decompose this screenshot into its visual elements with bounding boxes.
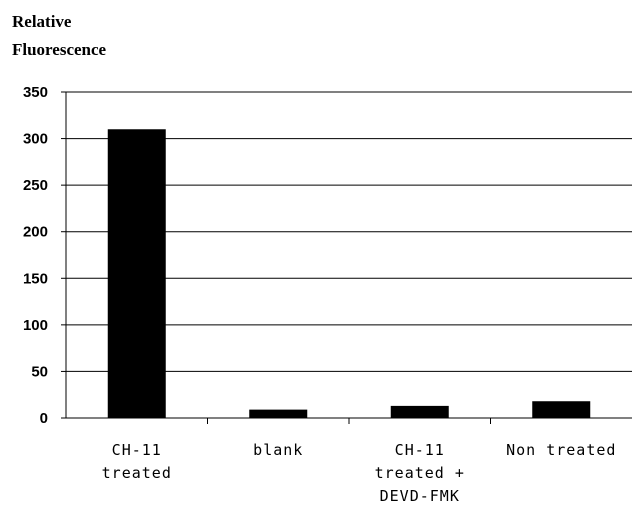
bar-1: [249, 409, 308, 418]
x-category-label-2-1: treated +: [375, 464, 465, 482]
x-category-label-3-0: Non treated: [506, 441, 616, 459]
x-category-label-2-2: DEVD-FMK: [380, 487, 460, 505]
y-tick-label-4: 200: [23, 224, 48, 241]
y-tick-label-0: 0: [40, 410, 48, 427]
y-axis-label-line-1: Relative: [12, 12, 72, 31]
y-axis-label: Relative Fluorescence: [12, 8, 106, 64]
x-category-label-1-0: blank: [253, 441, 303, 459]
y-tick-label-1: 50: [31, 363, 48, 380]
x-category-label-0-0: CH-11: [112, 441, 162, 459]
bar-2: [390, 405, 449, 418]
y-tick-label-6: 300: [23, 131, 48, 148]
y-tick-label-3: 150: [23, 270, 48, 287]
y-tick-label-5: 250: [23, 177, 48, 194]
x-category-label-0-1: treated: [102, 464, 172, 482]
bar-0: [107, 129, 166, 418]
bar-3: [532, 401, 591, 418]
y-tick-label-2: 100: [23, 317, 48, 334]
y-axis-label-line-2: Fluorescence: [12, 40, 107, 59]
x-category-label-2-0: CH-11: [395, 441, 445, 459]
y-tick-label-7: 350: [23, 84, 48, 101]
